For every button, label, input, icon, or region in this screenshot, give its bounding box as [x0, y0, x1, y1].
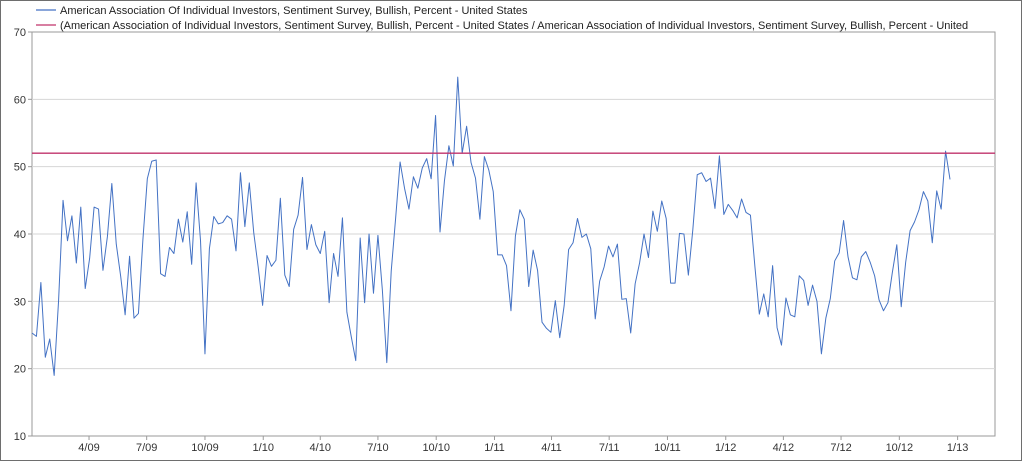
y-tick-label: 60 — [14, 94, 26, 106]
y-tick-label: 30 — [14, 296, 26, 308]
legend: American Association Of Individual Inves… — [36, 5, 968, 32]
x-tick-label: 7/12 — [830, 442, 851, 454]
legend-entry-1: (American Association of Individual Inve… — [60, 20, 968, 32]
legend-entry-0: American Association Of Individual Inves… — [60, 5, 528, 17]
gridlines — [32, 98, 995, 370]
series-line-bullish — [31, 76, 951, 376]
x-tick-label: 7/09 — [136, 442, 157, 454]
x-tick-label: 1/12 — [715, 442, 736, 454]
y-tick-label: 50 — [14, 162, 26, 174]
x-tick-label: 1/11 — [484, 442, 505, 454]
x-tick-label: 4/10 — [310, 442, 331, 454]
y-tick-label: 70 — [14, 27, 26, 39]
x-tick-label: 4/12 — [773, 442, 794, 454]
x-tick-label: 10/09 — [191, 442, 219, 454]
y-axis: 10 20 30 40 50 60 70 — [14, 27, 32, 443]
x-tick-label: 10/12 — [886, 442, 914, 454]
x-tick-label: 1/13 — [947, 442, 968, 454]
x-tick-label: 1/10 — [253, 442, 274, 454]
series-group — [31, 76, 995, 376]
x-tick-label: 10/11 — [654, 442, 681, 454]
x-tick-label: 7/10 — [367, 442, 388, 454]
x-tick-label: 4/09 — [78, 442, 99, 454]
y-tick-label: 40 — [14, 229, 26, 241]
x-tick-label: 4/11 — [541, 442, 562, 454]
y-tick-label: 10 — [14, 431, 26, 443]
y-tick-label: 20 — [14, 364, 26, 376]
x-tick-label: 7/11 — [599, 442, 620, 454]
x-tick-label: 10/10 — [422, 442, 450, 454]
x-axis: 4/09 7/09 10/09 1/10 4/10 7/10 10/10 1/11 4/11 7/… — [78, 436, 968, 454]
